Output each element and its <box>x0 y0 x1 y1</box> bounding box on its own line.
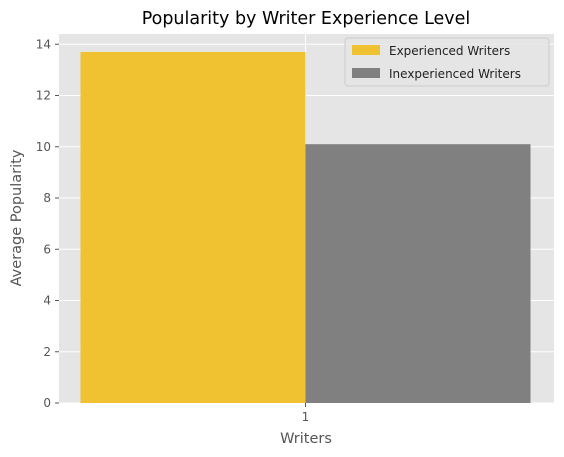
y-tick-label: 4 <box>43 294 51 308</box>
bar-experienced-writers <box>80 51 306 403</box>
y-tick-label: 8 <box>43 191 51 205</box>
legend: Experienced Writers Inexperienced Writer… <box>344 37 550 87</box>
y-tick-label: 0 <box>43 396 51 410</box>
bar-inexperienced-writers <box>305 144 531 403</box>
axis-ticks: 0 2 4 6 8 10 12 14 1 <box>36 37 310 424</box>
x-tick-label: 1 <box>302 410 310 424</box>
y-tick-label: 2 <box>43 345 51 359</box>
legend-label-experienced: Experienced Writers <box>389 44 510 58</box>
y-tick-label: 6 <box>43 242 51 256</box>
y-tick-label: 10 <box>36 140 51 154</box>
legend-swatch-experienced <box>352 45 380 55</box>
y-tick-label: 14 <box>36 37 51 51</box>
chart-title: Popularity by Writer Experience Level <box>142 9 471 29</box>
bars <box>80 51 531 403</box>
legend-swatch-inexperienced <box>352 68 380 78</box>
legend-box <box>344 37 550 87</box>
legend-label-inexperienced: Inexperienced Writers <box>389 67 521 81</box>
x-axis-label: Writers <box>280 431 332 447</box>
y-axis-label: Average Popularity <box>9 149 25 286</box>
y-tick-label: 12 <box>36 89 51 103</box>
